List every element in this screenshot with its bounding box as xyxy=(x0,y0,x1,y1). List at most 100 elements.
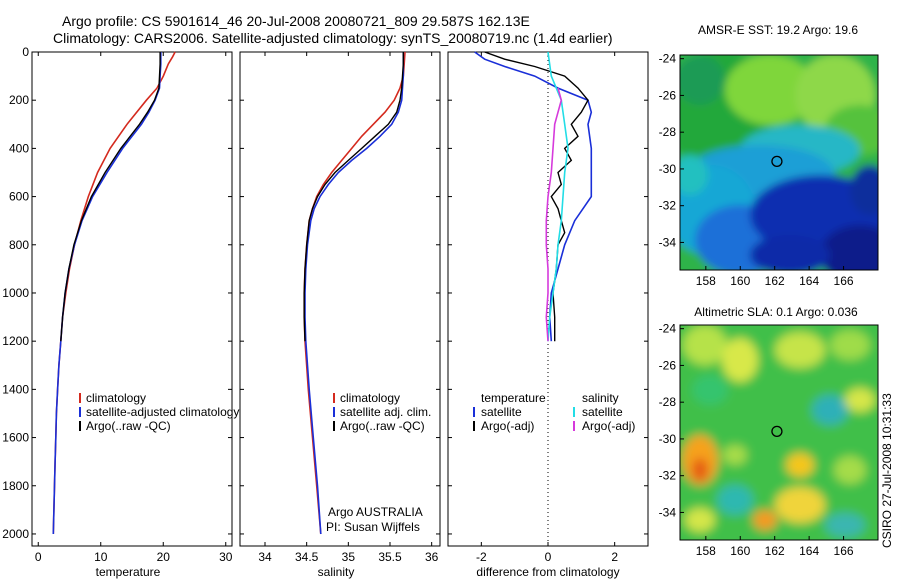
y-tick-label: 2000 xyxy=(2,527,29,541)
y-tick-label: 600 xyxy=(9,190,29,204)
difference-legend-temperature-title: temperature xyxy=(481,391,546,405)
map-x-tick-label: 160 xyxy=(730,274,750,288)
map-y-tick-label: -32 xyxy=(659,199,677,213)
series-line-argo-raw-qc- xyxy=(303,52,404,342)
legend-entry: climatology xyxy=(340,391,400,405)
y-tick-label: 1000 xyxy=(2,286,29,300)
x-tick-label: 34.5 xyxy=(295,550,319,564)
salinity-x-label: salinity xyxy=(318,565,355,579)
difference-series xyxy=(474,51,593,342)
figure-title-line2: Climatology: CARS2006. Satellite-adjuste… xyxy=(53,30,613,46)
y-tick-label: 1200 xyxy=(2,334,29,348)
map-y-tick-label: -30 xyxy=(659,432,677,446)
map-x-tick-label: 160 xyxy=(730,544,750,558)
map-x-tick-label: 158 xyxy=(696,544,716,558)
y-tick-label: 1800 xyxy=(2,479,29,493)
sla-field xyxy=(680,325,878,540)
y-tick-label: 1400 xyxy=(2,382,29,396)
x-tick-label: 2 xyxy=(611,550,618,564)
difference-y-ticks xyxy=(448,51,648,535)
map-y-tick-label: -26 xyxy=(659,88,677,102)
x-tick-label: 0 xyxy=(545,550,552,564)
sst-map-x-ticks: 158 160 162 164 166 xyxy=(696,266,854,288)
map-y-tick-label: -30 xyxy=(659,162,677,176)
legend-entry: Argo(-adj) xyxy=(481,419,534,433)
sst-field xyxy=(680,55,878,270)
map-y-tick-label: -26 xyxy=(659,358,677,372)
figure-title-line1: Argo profile: CS 5901614_46 20-Jul-2008 … xyxy=(62,13,530,29)
map-y-tick-label: -34 xyxy=(659,235,677,249)
y-tick-label: 0 xyxy=(22,45,29,59)
sst-map-frame xyxy=(679,54,879,271)
map-x-tick-label: 162 xyxy=(765,274,785,288)
sla-map-argo-marker xyxy=(771,425,783,437)
series-line-argo-raw-qc- xyxy=(60,52,161,342)
x-tick-label: 35.5 xyxy=(378,550,402,564)
temperature-x-label: temperature xyxy=(96,565,161,579)
map-y-tick-label: -28 xyxy=(659,395,677,409)
argo-position-marker xyxy=(771,155,783,167)
y-tick-label: 200 xyxy=(9,93,29,107)
argo-position-marker xyxy=(771,425,783,437)
sla-map-title: Altimetric SLA: 0.1 Argo: 0.036 xyxy=(694,305,858,319)
temperature-series xyxy=(52,51,176,535)
sst-map-y-ticks: -24 -26 -28 -30 -32 -34 xyxy=(659,52,684,249)
series-line-climatology xyxy=(303,51,406,535)
map-y-tick-label: -34 xyxy=(659,505,677,519)
salinity-axes-frame xyxy=(239,51,441,547)
sla-map-frame xyxy=(679,324,879,541)
series-line-satellite-adj-clim- xyxy=(304,52,405,535)
sla-map-y-ticks: -24 -26 -28 -30 -32 -34 xyxy=(659,322,684,519)
x-tick-label: 10 xyxy=(94,550,108,564)
difference-legend: temperature salinity satelliteArgo(-adj)… xyxy=(473,391,635,433)
temperature-y-ticks: 0 200 400 600 800 1000 1200 1400 1600 1800 2000 xyxy=(2,45,232,541)
x-tick-label: -2 xyxy=(476,550,487,564)
x-tick-label: 34 xyxy=(258,550,272,564)
map-y-tick-label: -28 xyxy=(659,125,677,139)
sst-map: AMSR-E SST: 19.2 Argo: 19.6 -24 xyxy=(659,23,879,288)
x-tick-label: 30 xyxy=(219,550,233,564)
difference-legend-salinity-title: salinity xyxy=(582,391,619,405)
sla-map: Altimetric SLA: 0.1 Argo: 0.036 xyxy=(659,305,879,558)
salinity-x-ticks: 34 34.5 35 35.5 36 xyxy=(258,52,439,564)
map-x-tick-label: 162 xyxy=(765,544,785,558)
sst-map-argo-marker xyxy=(771,155,783,167)
temperature-x-ticks: 0 10 20 30 xyxy=(35,52,233,564)
sla-map-x-ticks: 158 160 162 164 166 xyxy=(696,536,854,558)
x-tick-label: 35 xyxy=(342,550,356,564)
x-tick-label: 0 xyxy=(35,550,42,564)
legend-entry: climatology xyxy=(86,391,146,405)
map-x-tick-label: 166 xyxy=(834,544,854,558)
map-x-tick-label: 164 xyxy=(799,274,819,288)
series-line-salinity-argo-adj- xyxy=(545,87,563,342)
difference-panel: -2 0 2 temperature salinity satelliteArgo(… xyxy=(447,51,649,579)
y-tick-label: 1600 xyxy=(2,431,29,445)
salinity-series xyxy=(303,51,406,535)
legend-entry: satellite-adjusted climatology xyxy=(86,405,239,419)
salinity-y-ticks xyxy=(240,51,440,535)
y-tick-label: 800 xyxy=(9,238,29,252)
map-y-tick-label: -32 xyxy=(659,469,677,483)
temperature-axes-frame xyxy=(31,51,233,547)
legend-entry: satellite adj. clim. xyxy=(340,405,431,419)
legend-entry: satellite xyxy=(582,405,623,419)
map-x-tick-label: 164 xyxy=(799,544,819,558)
difference-x-ticks: -2 0 2 xyxy=(476,52,618,564)
sst-map-title: AMSR-E SST: 19.2 Argo: 19.6 xyxy=(698,23,858,37)
map-y-tick-label: -24 xyxy=(659,52,677,66)
y-tick-label: 400 xyxy=(9,141,29,155)
credit-text: CSIRO 27-Jul-2008 10:31:33 xyxy=(880,393,894,548)
x-tick-label: 20 xyxy=(157,550,171,564)
legend-entry: Argo(..raw -QC) xyxy=(340,419,425,433)
salinity-annotation-line2: PI: Susan Wijffels xyxy=(326,520,420,534)
legend-entry: Argo(..raw -QC) xyxy=(86,419,171,433)
legend-entry: satellite xyxy=(481,405,522,419)
map-y-tick-label: -24 xyxy=(659,322,677,336)
temperature-panel: 0 200 400 600 800 1000 1200 1400 1600 1800 2000 0 1… xyxy=(2,45,239,579)
map-x-tick-label: 158 xyxy=(696,274,716,288)
map-x-tick-label: 166 xyxy=(834,274,854,288)
